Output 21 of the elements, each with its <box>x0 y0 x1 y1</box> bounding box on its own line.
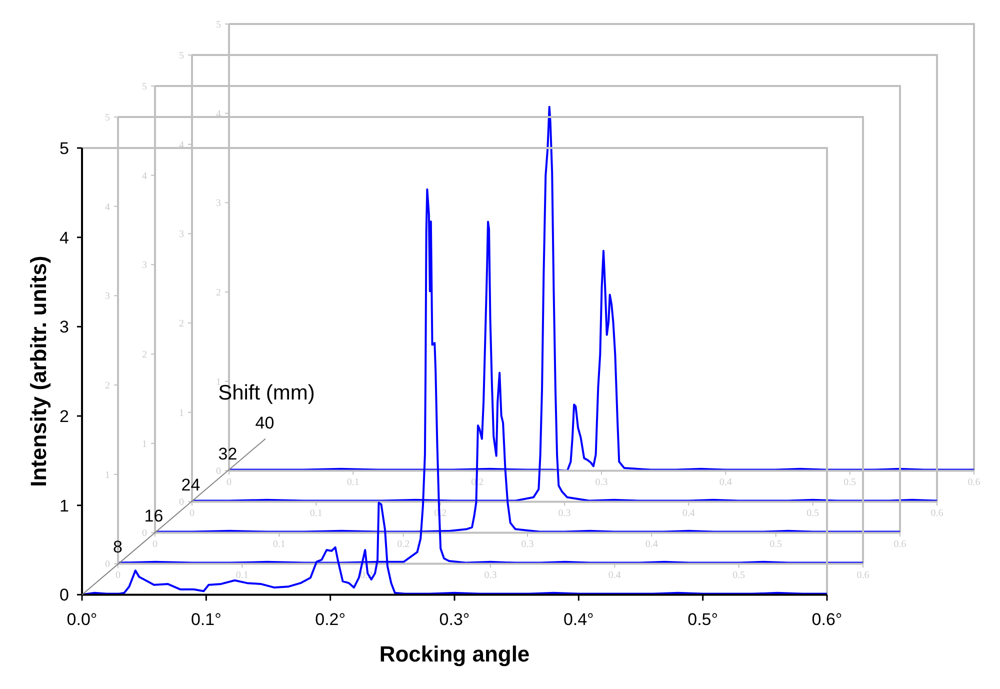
text: 16 <box>144 506 164 526</box>
y-tick-label: 3 <box>59 318 69 338</box>
x-tick-label: 0.0° <box>66 610 97 630</box>
y-tick-label: 2 <box>59 407 69 426</box>
annotation: Shift (mm) <box>218 382 315 405</box>
text: 24 <box>181 475 200 494</box>
text: 40 <box>254 413 274 432</box>
y-tick-label: 0 <box>59 586 69 606</box>
x-tick-label: 0.5° <box>687 610 718 630</box>
series-label: 8 <box>112 538 122 557</box>
x-tick-label: 0.2° <box>314 610 346 630</box>
y-tick-label: 1 <box>59 496 69 516</box>
y-tick-label: 4 <box>59 228 69 248</box>
text: 32 <box>218 444 237 464</box>
y-axis-title: Intensity (arbitr. units) <box>26 256 51 488</box>
x-axis-title: Rocking angle <box>379 642 530 667</box>
x-tick-label: 0.4° <box>563 610 594 630</box>
y-tick-label: 5 <box>59 139 69 158</box>
x-tick-label: 0.3° <box>439 610 470 630</box>
x-tick-label: 0.1° <box>190 610 222 630</box>
x-tick-label: 0.6° <box>811 610 842 630</box>
